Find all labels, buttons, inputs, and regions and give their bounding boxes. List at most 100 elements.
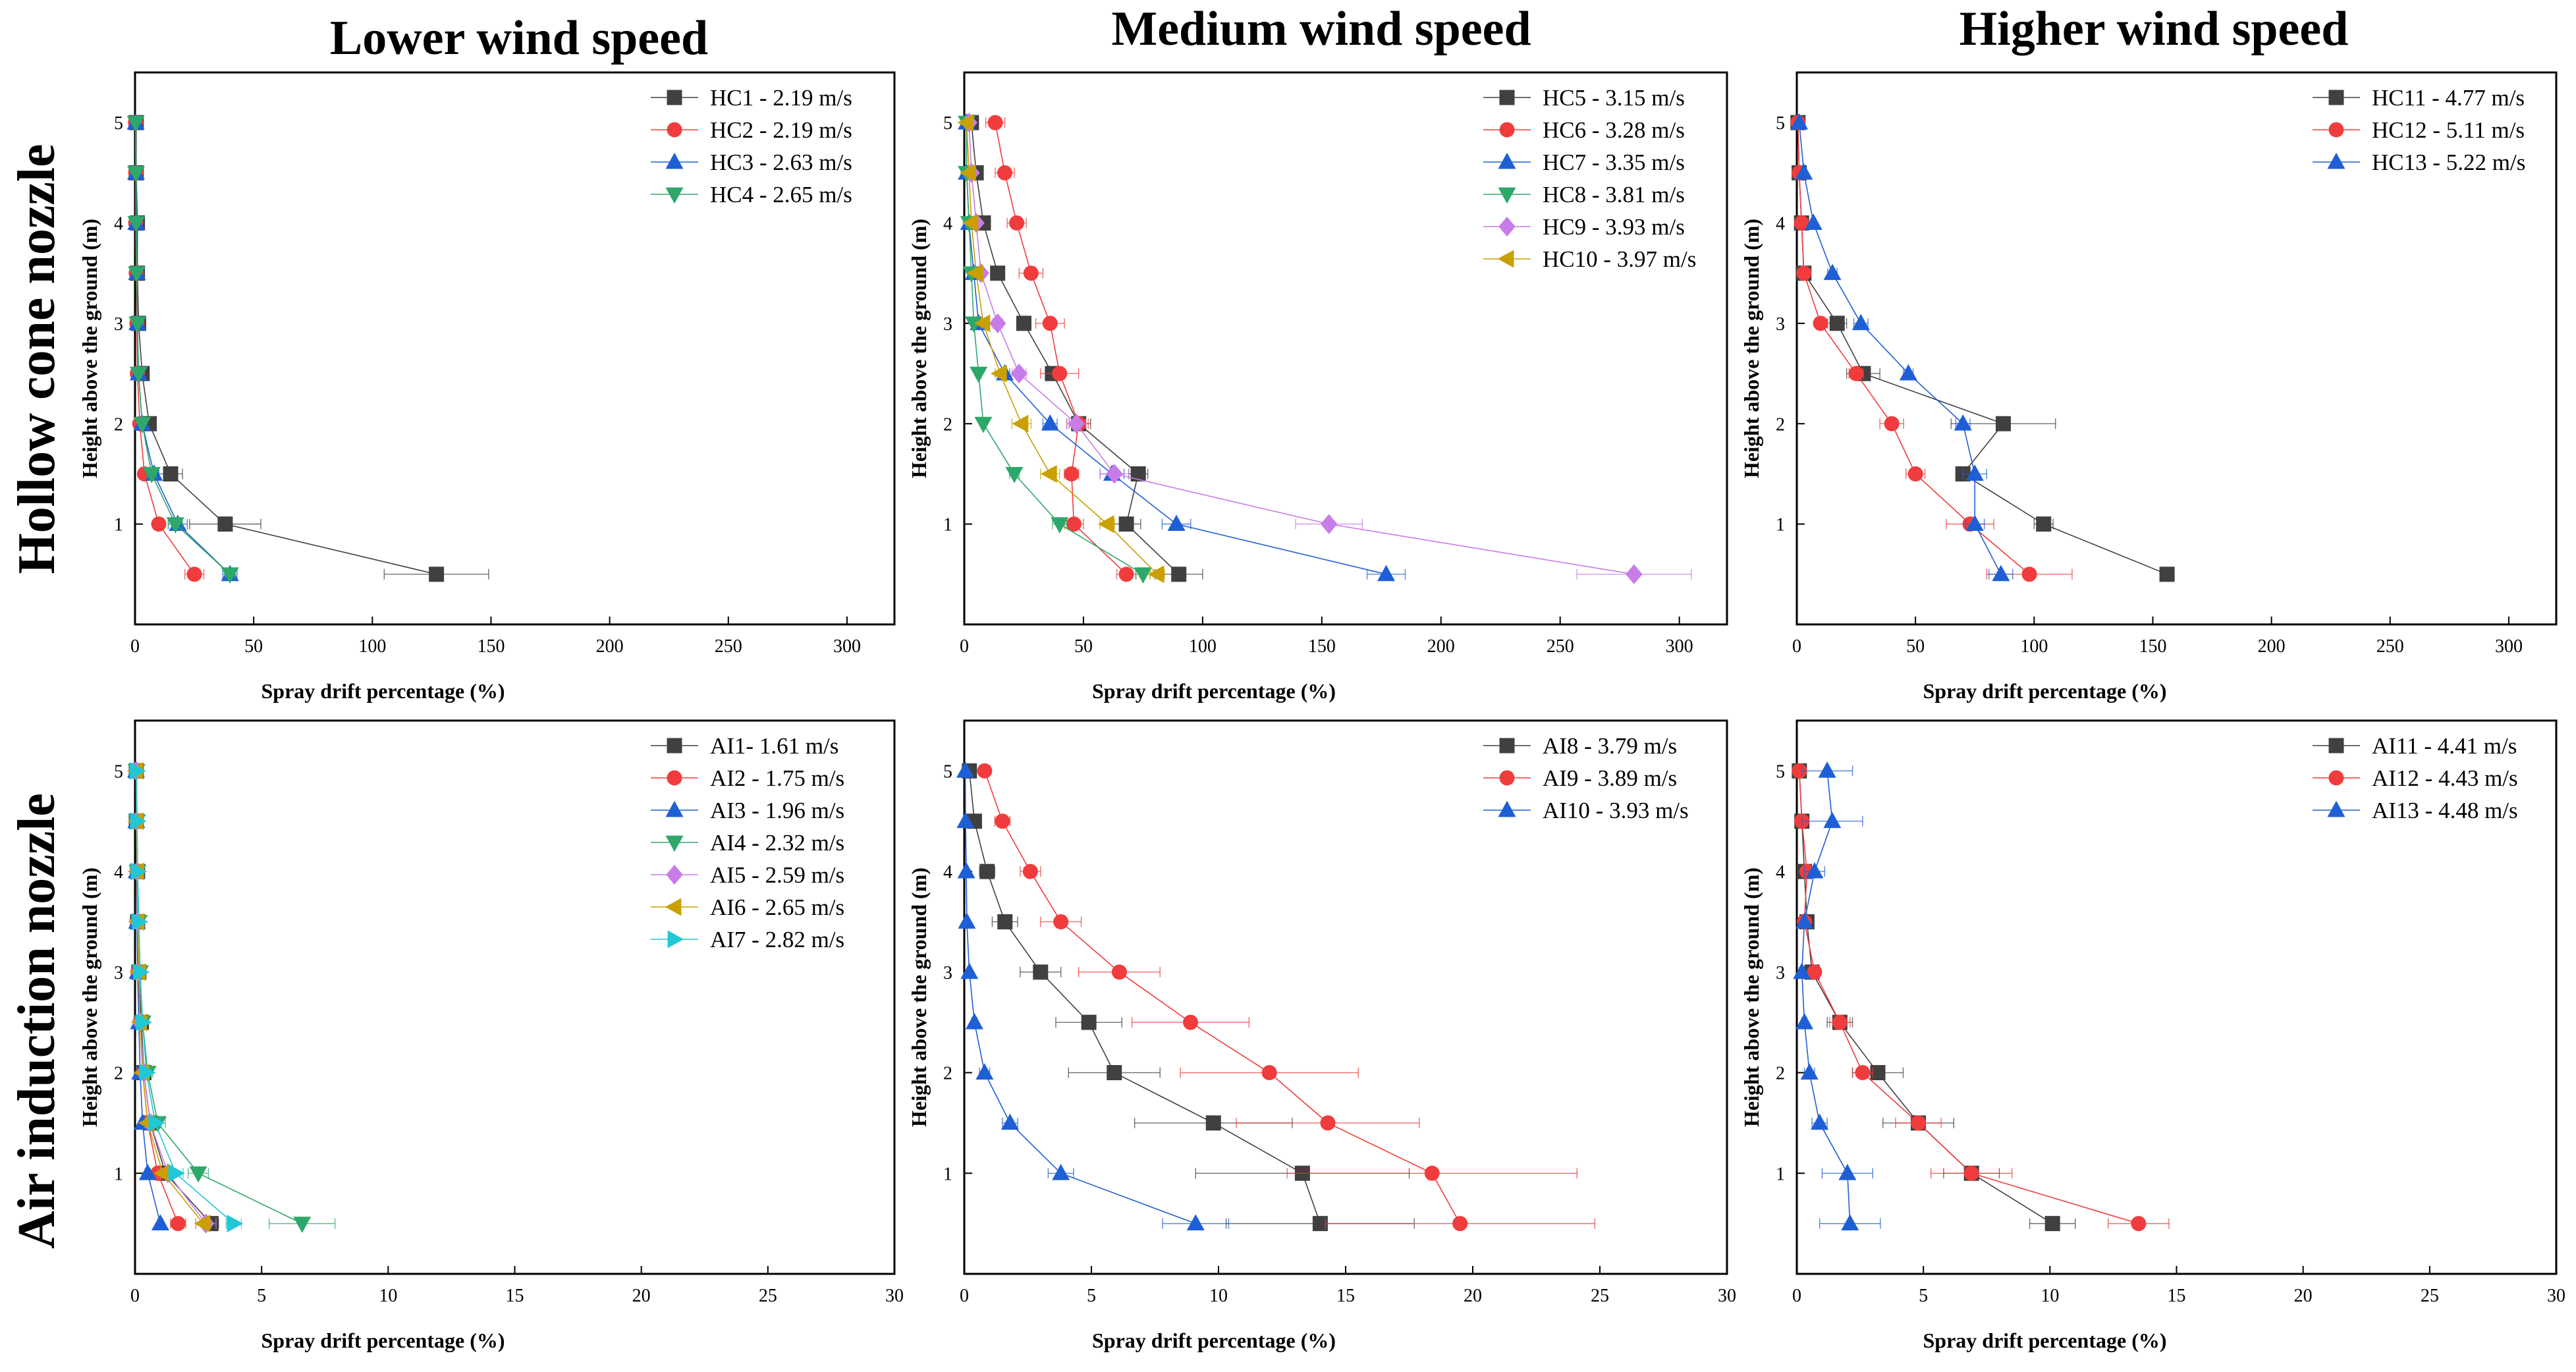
panel-r2c1: 0 5 10 15 20 25 30 1 2 3 4 5 Spray drift percentage …: [78, 719, 904, 1352]
y-tick-label: 5: [943, 761, 952, 782]
data-point: [1000, 1113, 1019, 1130]
series-AI1- 1.61 m/s: [128, 763, 219, 1232]
data-point: [1051, 517, 1069, 534]
data-point: [959, 163, 976, 182]
y-tick-label: 3: [943, 963, 952, 983]
y-tick-label: 4: [114, 214, 123, 234]
series-line: [1797, 123, 2168, 575]
legend-item: HC5 - 3.15 m/s: [1483, 85, 1685, 111]
y-tick-label: 1: [114, 515, 123, 535]
y-tick-label: 2: [114, 414, 123, 435]
data-point: [128, 316, 147, 333]
x-tick-label: 25: [2421, 1286, 2439, 1306]
legend-marker: [665, 187, 684, 204]
legend-label: HC11 - 4.77 m/s: [2372, 85, 2525, 111]
legend-marker: [1499, 738, 1515, 754]
data-point: [1851, 314, 1870, 331]
y-tick-label: 1: [943, 515, 952, 535]
x-axis-label: Spray drift percentage (%): [1923, 1329, 2167, 1352]
x-axis-label: Spray drift percentage (%): [1092, 1329, 1336, 1352]
legend-item: HC1 - 2.19 m/s: [651, 85, 852, 111]
x-tick-label: 200: [596, 636, 624, 657]
legend-item: HC7 - 3.35 m/s: [1483, 150, 1685, 175]
x-tick-label: 100: [2020, 636, 2048, 657]
x-tick-label: 0: [960, 1286, 969, 1306]
series-HC13 - 5.22 m/s: [1790, 113, 2014, 582]
x-tick-label: 150: [477, 636, 505, 657]
legend-marker: [665, 800, 684, 817]
legend-marker: [2328, 90, 2344, 105]
legend-label: HC12 - 5.11 m/s: [2372, 117, 2525, 143]
legend-label: HC13 - 5.22 m/s: [2372, 150, 2525, 175]
data-point: [130, 862, 148, 881]
data-point: [1884, 416, 1900, 431]
legend-label: AI6 - 2.65 m/s: [710, 894, 844, 920]
data-point: [1377, 564, 1396, 582]
legend: HC1 - 2.19 m/s HC2 - 2.19 m/s HC3 - 2.63 m…: [651, 85, 852, 207]
legend-marker: [1498, 800, 1516, 817]
data-point: [970, 366, 988, 383]
data-point: [129, 761, 146, 780]
data-point: [1793, 962, 1811, 979]
data-point: [1907, 466, 1923, 481]
series-line: [135, 123, 231, 575]
data-point: [973, 314, 991, 333]
legend-item: AI7 - 2.82 m/s: [651, 927, 844, 952]
legend-item: AI13 - 4.48 m/s: [2313, 798, 2518, 823]
x-tick-label: 20: [632, 1286, 651, 1306]
data-point: [1832, 1014, 1848, 1030]
data-point: [166, 517, 184, 534]
data-point: [142, 467, 161, 483]
column-title-medium: Medium wind speed: [1111, 2, 1531, 56]
x-axis-label: Spray drift percentage (%): [261, 679, 505, 703]
legend-item: AI1- 1.61 m/s: [651, 733, 838, 759]
y-axis-label: Height above the ground (m): [907, 219, 931, 478]
series-line: [966, 123, 1143, 575]
data-point: [1097, 515, 1114, 534]
series-HC2 - 2.19 m/s: [128, 115, 205, 582]
x-tick-label: 0: [130, 636, 140, 657]
x-tick-label: 30: [885, 1286, 904, 1306]
legend-label: AI10 - 3.93 m/s: [1543, 798, 1689, 823]
y-tick-label: 3: [1776, 963, 1785, 983]
series-HC12 - 5.11 m/s: [1790, 115, 2073, 582]
series-line: [1801, 771, 1851, 1224]
series-line: [136, 771, 234, 1224]
data-point: [136, 1013, 152, 1031]
data-point: [1118, 566, 1134, 582]
data-point: [974, 416, 993, 433]
data-point: [1107, 1065, 1122, 1081]
column-title-higher: Higher wind speed: [1959, 2, 2349, 56]
series-HC4 - 2.65 m/s: [126, 115, 239, 584]
legend-item: HC2 - 2.19 m/s: [651, 117, 852, 143]
legend-marker: [667, 738, 682, 754]
data-point: [1965, 514, 1984, 532]
data-point: [989, 313, 1006, 333]
x-tick-label: 300: [2495, 636, 2523, 657]
data-point: [1807, 964, 1822, 980]
data-point: [1106, 464, 1123, 484]
legend-item: AI11 - 4.41 m/s: [2313, 733, 2517, 759]
legend-item: AI10 - 3.93 m/s: [1483, 798, 1689, 823]
data-point: [1811, 1113, 1829, 1130]
series-AI10 - 3.93 m/s: [956, 761, 1230, 1231]
data-point: [1010, 364, 1028, 384]
legend-marker: [1498, 152, 1516, 169]
legend-marker: [2327, 800, 2345, 817]
y-axis-label: Height above the ground (m): [78, 867, 101, 1127]
legend-marker: [667, 122, 682, 138]
series-line: [968, 771, 1321, 1224]
y-axis-label: Height above the ground (m): [1740, 867, 1763, 1127]
series-AI7 - 2.82 m/s: [129, 761, 244, 1233]
data-point: [997, 914, 1013, 929]
y-tick-label: 5: [943, 113, 952, 134]
y-tick-label: 5: [114, 113, 123, 134]
data-point: [186, 566, 202, 582]
series-AI9 - 3.89 m/s: [977, 763, 1595, 1232]
data-point: [962, 214, 979, 233]
legend-label: HC9 - 3.93 m/s: [1543, 214, 1685, 240]
y-tick-label: 3: [1776, 314, 1785, 335]
data-point: [1171, 566, 1187, 582]
data-point: [2044, 1216, 2060, 1232]
y-tick-label: 2: [114, 1064, 123, 1084]
